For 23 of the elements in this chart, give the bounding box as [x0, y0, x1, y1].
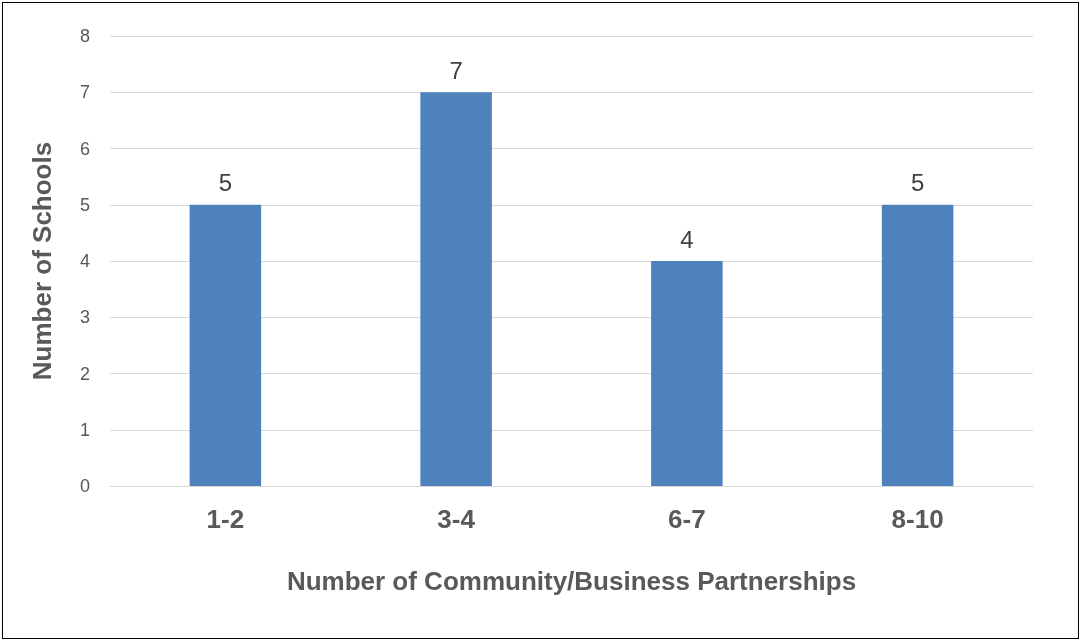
y-tick-label: 7 — [79, 82, 90, 103]
x-tick-label: 6-7 — [668, 504, 706, 534]
data-label: 5 — [910, 169, 925, 197]
y-tick-label: 0 — [79, 476, 90, 496]
data-label: 4 — [680, 225, 694, 253]
y-tick-label: 2 — [79, 363, 90, 384]
x-tick-label: 3-4 — [437, 504, 476, 534]
data-label: 7 — [449, 56, 463, 84]
y-tick-label: 6 — [79, 138, 90, 159]
x-axis-title: Number of Community/Business Partnerships — [286, 566, 857, 596]
y-tick-label: 1 — [79, 419, 90, 440]
y-tick-label: 3 — [79, 307, 90, 328]
bar — [420, 92, 492, 486]
x-tick-label: 8-10 — [891, 504, 944, 534]
y-axis-title: Number of Schools — [27, 141, 57, 381]
x-tick-label: 1-2 — [206, 504, 245, 534]
y-tick-label: 5 — [79, 194, 90, 215]
y-tick-label: 4 — [79, 251, 90, 271]
bar — [881, 204, 954, 486]
bar — [651, 261, 723, 486]
y-tick-label: 8 — [79, 26, 90, 46]
bar — [189, 204, 262, 486]
data-label: 5 — [218, 169, 233, 197]
